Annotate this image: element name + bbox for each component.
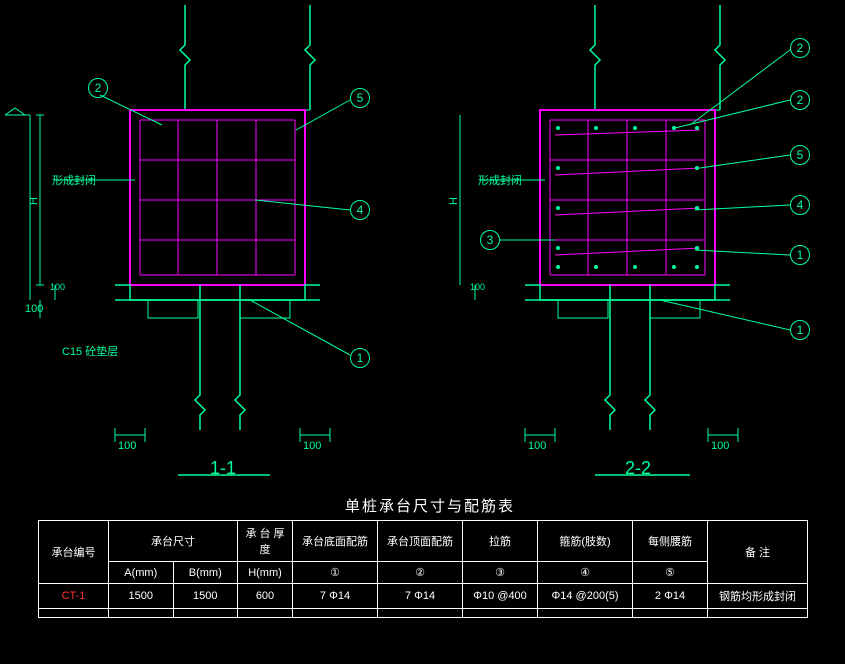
th-id: 承台编号: [39, 521, 109, 584]
callout-2a-right: 2: [790, 38, 810, 58]
callout-5-left: 5: [350, 88, 370, 108]
table-header-row1: 承台编号 承台尺寸 承 台 厚 度 承台底面配筋 承台顶面配筋 拉筋 箍筋(肢数…: [39, 521, 808, 562]
th-c3: ③: [463, 562, 538, 584]
th-bottom: 承台底面配筋: [293, 521, 378, 562]
table-row-1: CT-1 1500 1500 600 7 Φ14 7 Φ14 Φ10 @400 …: [39, 584, 808, 609]
table-row-2: [39, 609, 808, 618]
table-header-row2: A(mm) B(mm) H(mm) ① ② ③ ④ ⑤: [39, 562, 808, 584]
dim-h-left: H: [28, 197, 40, 205]
th-a: A(mm): [109, 562, 174, 584]
dim-100-r1: 100: [528, 440, 546, 452]
section-label-right: 2-2: [625, 458, 651, 479]
th-c5: ⑤: [633, 562, 708, 584]
th-h: H(mm): [238, 562, 293, 584]
callout-4-right: 4: [790, 195, 810, 215]
dim-100-br: 100: [303, 440, 321, 452]
section-label-left: 1-1: [210, 458, 236, 479]
th-note: 备 注: [708, 521, 808, 584]
dim-h-right: H: [448, 197, 460, 205]
callout-5-right: 5: [790, 145, 810, 165]
dim-100-right-top: 100: [470, 282, 485, 292]
th-stirrup: 箍筋(肢数): [538, 521, 633, 562]
th-b: B(mm): [173, 562, 238, 584]
dim-100-r2: 100: [711, 440, 729, 452]
callout-1-left: 1: [350, 348, 370, 368]
callout-2-left: 2: [88, 78, 108, 98]
callout-4-left: 4: [350, 200, 370, 220]
callout-3-right: 3: [480, 230, 500, 250]
label-formwork-left: 形成封闭: [52, 172, 96, 188]
rebar-table: 承台编号 承台尺寸 承 台 厚 度 承台底面配筋 承台顶面配筋 拉筋 箍筋(肢数…: [38, 520, 808, 618]
th-waist: 每侧腰筋: [633, 521, 708, 562]
th-c1: ①: [293, 562, 378, 584]
th-thick: 承 台 厚 度: [238, 521, 293, 562]
dim-100-bl: 100: [118, 440, 136, 452]
table-title: 单桩承台尺寸与配筋表: [345, 495, 515, 516]
th-c2: ②: [378, 562, 463, 584]
callout-1a-right: 1: [790, 245, 810, 265]
callout-2b-right: 2: [790, 90, 810, 110]
th-top: 承台顶面配筋: [378, 521, 463, 562]
label-concrete-base: C15 砼垫层: [62, 343, 118, 359]
th-tie: 拉筋: [463, 521, 538, 562]
dim-100b: 100: [25, 303, 43, 315]
th-c4: ④: [538, 562, 633, 584]
callout-1b-right: 1: [790, 320, 810, 340]
label-formwork-right: 形成封闭: [478, 172, 522, 188]
th-size: 承台尺寸: [109, 521, 238, 562]
dim-100a: 100: [50, 282, 65, 292]
